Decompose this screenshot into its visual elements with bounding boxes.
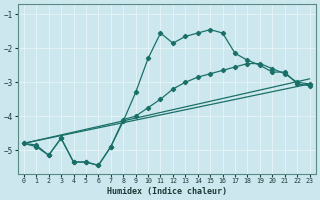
X-axis label: Humidex (Indice chaleur): Humidex (Indice chaleur) [107, 187, 227, 196]
